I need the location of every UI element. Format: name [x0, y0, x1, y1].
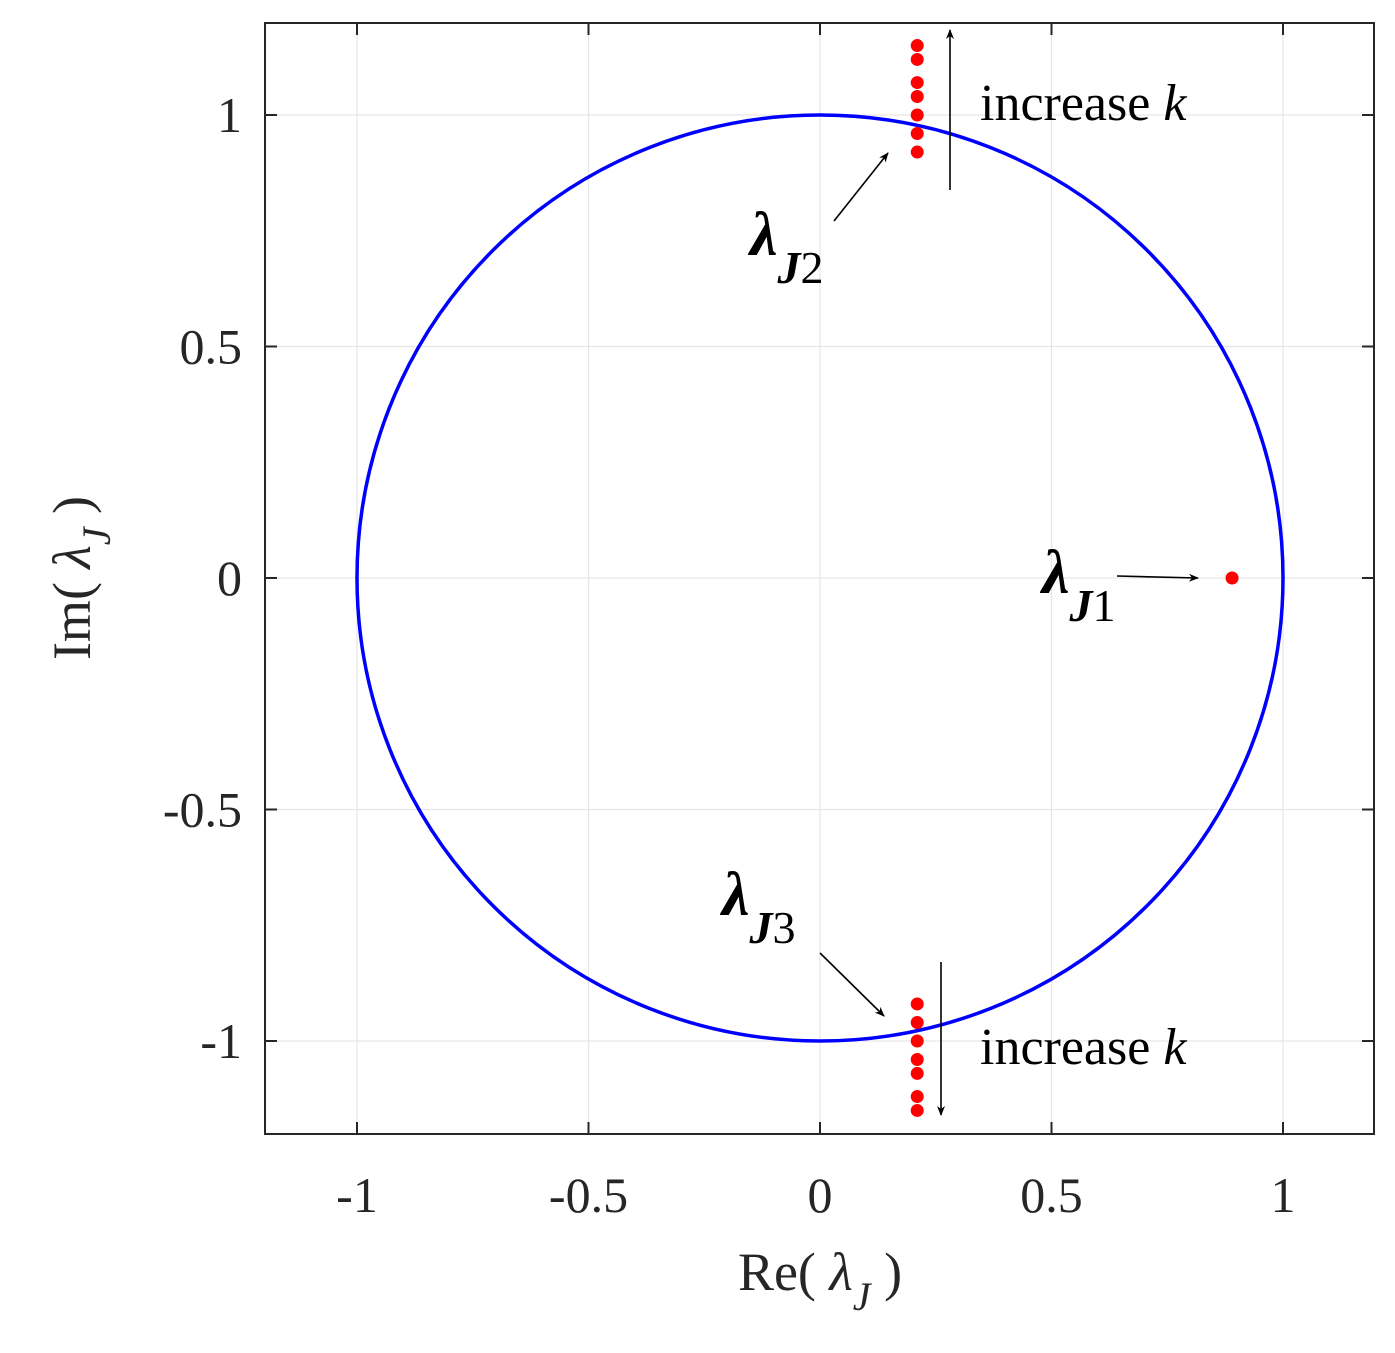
point-series3-0: [910, 997, 924, 1011]
point-series3-3: [910, 1053, 924, 1067]
lambda-j3-label: λJ3: [719, 861, 796, 953]
lambda-j2-arrow: [833, 152, 889, 222]
x-tick-label-0: -1: [336, 1167, 378, 1223]
point-series3-5: [910, 1090, 924, 1104]
point-series2-1: [910, 127, 924, 141]
y-tick-label-0: -1: [200, 1013, 242, 1069]
point-series1-0: [1225, 571, 1239, 585]
x-tick-label-2: 0: [808, 1167, 833, 1223]
y-tick-label-2: 0: [217, 550, 242, 606]
lambda-j3-arrow: [819, 952, 885, 1017]
point-series3-2: [910, 1034, 924, 1048]
y-tick-label-4: 1: [217, 87, 242, 143]
annotations: increase k increase k λJ1 λJ2 λJ3: [719, 29, 1199, 1116]
x-axis-label: Re( λJ ): [738, 1242, 902, 1319]
grid: [265, 23, 1374, 1134]
lambda-j1-label: λJ1: [1039, 539, 1116, 631]
increase-k-top-label: increase k: [980, 75, 1187, 132]
point-series3-6: [910, 1103, 924, 1117]
y-axis-label: Im( λJ ): [42, 496, 119, 660]
lambda-j1-arrow: [1116, 573, 1199, 582]
y-tick-label-1: -0.5: [163, 782, 242, 838]
x-tick-label-3: 0.5: [1020, 1167, 1083, 1223]
point-series2-6: [910, 39, 924, 53]
axes: -1 -0.5 0 0.5 1 -1 -0.5 0 0.5 1: [163, 22, 1375, 1223]
point-series2-5: [910, 52, 924, 66]
points: [910, 39, 1239, 1117]
lambda-j2-label: λJ2: [747, 201, 824, 293]
point-series3-1: [910, 1015, 924, 1029]
point-series2-3: [910, 89, 924, 103]
point-series2-2: [910, 108, 924, 122]
y-tick-label-3: 0.5: [180, 319, 243, 375]
point-series3-4: [910, 1066, 924, 1080]
point-series2-0: [910, 145, 924, 159]
x-tick-label-4: 1: [1271, 1167, 1296, 1223]
increase-k-bottom-label: increase k: [980, 1019, 1187, 1076]
unit-circle-layer: [355, 113, 1285, 1043]
unit-circle: [355, 113, 1285, 1043]
point-series2-4: [910, 76, 924, 90]
x-tick-label-1: -0.5: [549, 1167, 628, 1223]
